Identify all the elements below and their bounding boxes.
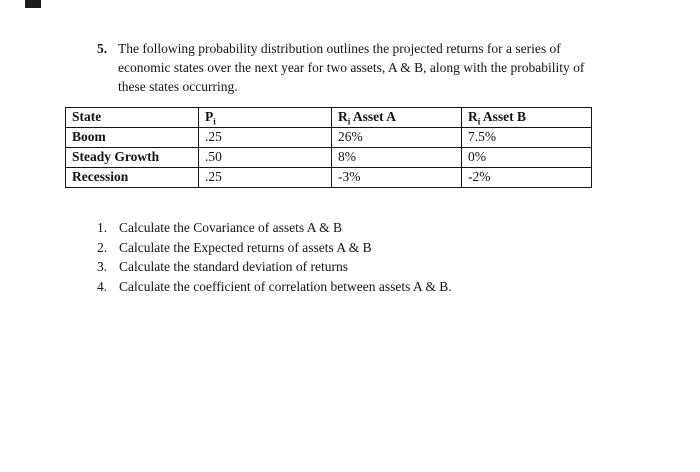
cell-state: Recession bbox=[65, 167, 199, 188]
cell-return-asset-a: -3% bbox=[331, 167, 462, 188]
cell-state: Steady Growth bbox=[65, 147, 199, 168]
table-header-row: State Pi Ri Asset A Ri Asset B bbox=[65, 107, 592, 128]
cell-return-asset-b: -2% bbox=[461, 167, 592, 188]
scan-artifact bbox=[25, 0, 41, 8]
header-text: R bbox=[338, 109, 348, 124]
cell-return-asset-b: 0% bbox=[461, 147, 592, 168]
task-number: 1. bbox=[97, 220, 108, 235]
task-number: 4. bbox=[97, 278, 108, 294]
header-text: P bbox=[205, 109, 214, 124]
header-text: R bbox=[468, 109, 478, 124]
returns-table: State Pi Ri Asset A Ri Asset B Boom .25 … bbox=[65, 107, 592, 188]
question-block: 5. The following probability distributio… bbox=[97, 39, 609, 96]
question-text: The following probability distribution o… bbox=[118, 41, 585, 94]
table-header-return-asset-b: Ri Asset B bbox=[461, 107, 592, 128]
header-subscript: i bbox=[213, 116, 216, 127]
cell-probability: .50 bbox=[198, 147, 332, 168]
task-item: 2. Calculate the Expected returns of ass… bbox=[97, 238, 452, 258]
task-list: 1. Calculate the Covariance of assets A … bbox=[97, 218, 452, 296]
cell-state: Boom bbox=[65, 127, 199, 148]
task-text: Calculate the coefficient of correlation… bbox=[119, 278, 452, 294]
task-item: 4. Calculate the coefficient of correlat… bbox=[97, 277, 452, 297]
task-number: 3. bbox=[97, 259, 108, 274]
task-text: Calculate the Expected returns of assets… bbox=[119, 239, 372, 255]
task-number: 2. bbox=[97, 239, 108, 255]
table-row: Steady Growth .50 8% 0% bbox=[65, 147, 592, 168]
cell-return-asset-b: 7.5% bbox=[461, 127, 592, 148]
header-text: Asset A bbox=[350, 109, 397, 124]
header-text: State bbox=[72, 109, 102, 124]
cell-probability: .25 bbox=[198, 167, 332, 188]
cell-probability: .25 bbox=[198, 127, 332, 148]
header-text: Asset B bbox=[480, 109, 527, 124]
table-header-probability: Pi bbox=[198, 107, 332, 128]
cell-return-asset-a: 26% bbox=[331, 127, 462, 148]
question-number: 5. bbox=[97, 41, 108, 56]
table-row: Boom .25 26% 7.5% bbox=[65, 127, 592, 148]
header-subscript: i bbox=[347, 116, 351, 127]
task-item: 3. Calculate the standard deviation of r… bbox=[97, 257, 452, 277]
table-header-state: State bbox=[65, 107, 199, 128]
table-row: Recession .25 -3% -2% bbox=[65, 167, 592, 188]
table-header-return-asset-a: Ri Asset A bbox=[331, 107, 462, 128]
header-subscript: i bbox=[477, 116, 481, 127]
task-item: 1. Calculate the Covariance of assets A … bbox=[97, 218, 452, 238]
cell-return-asset-a: 8% bbox=[331, 147, 462, 168]
task-text: Calculate the standard deviation of retu… bbox=[119, 259, 349, 274]
task-text: Calculate the Covariance of assets A & B bbox=[119, 220, 343, 235]
